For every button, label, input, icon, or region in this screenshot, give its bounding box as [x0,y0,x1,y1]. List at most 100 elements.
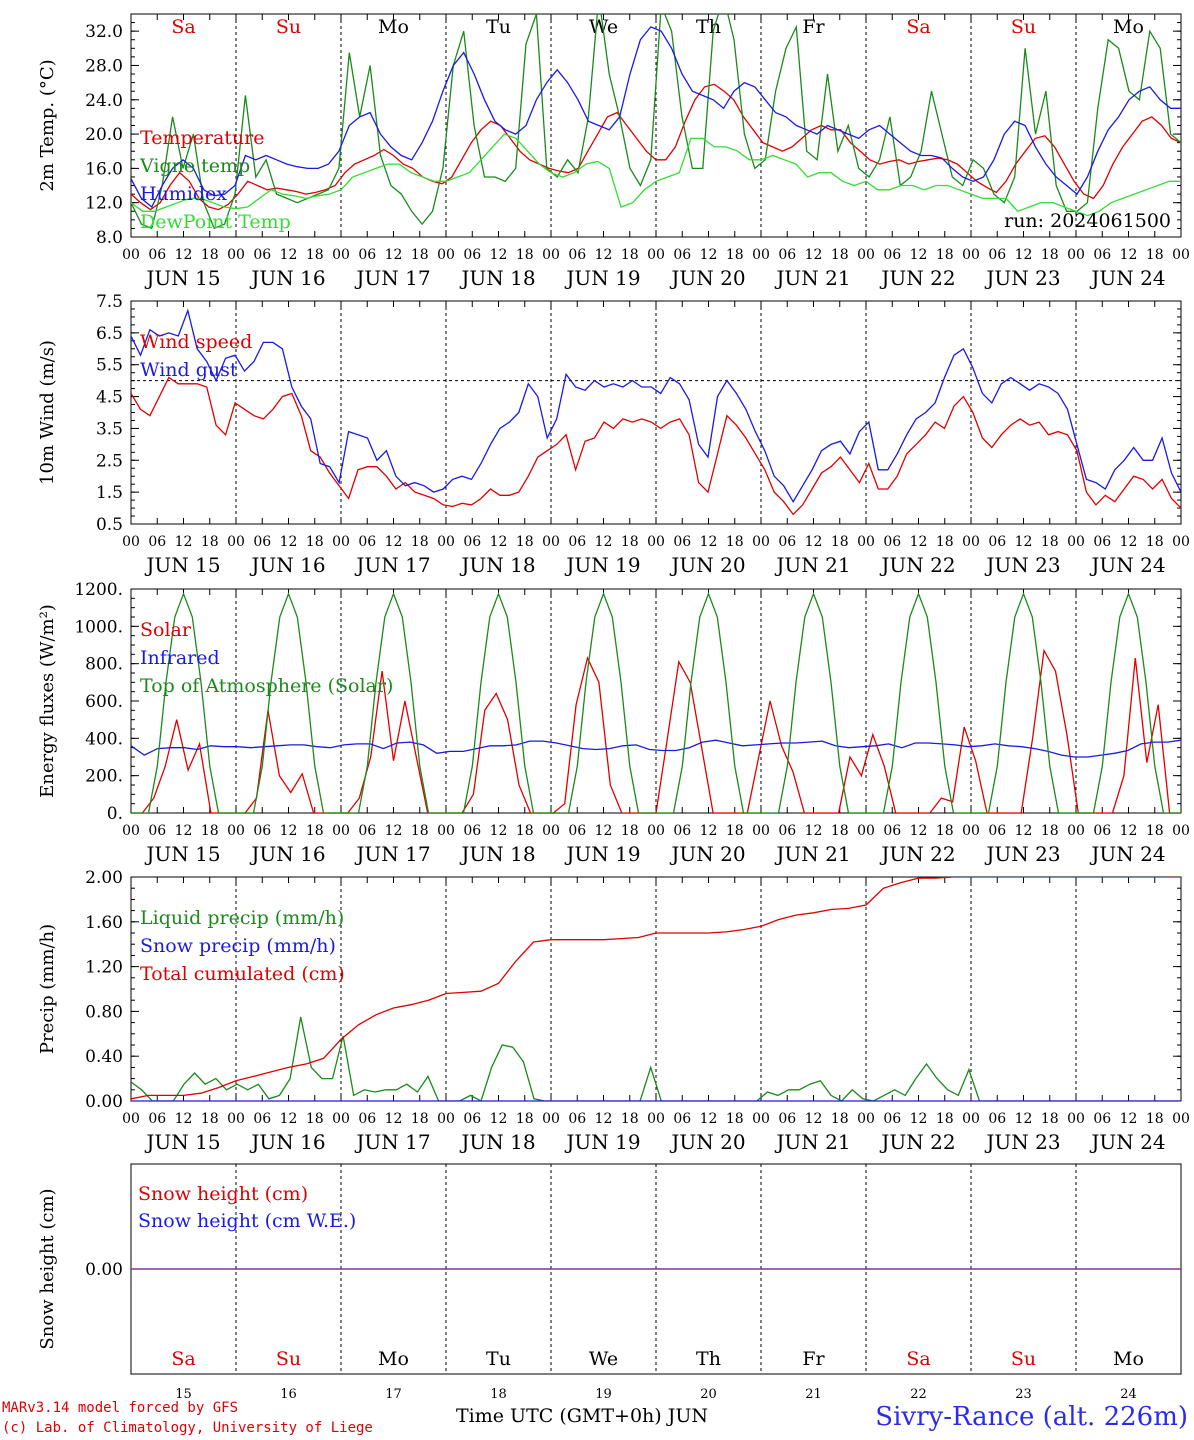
hour-tick-label: 06 [253,1111,271,1127]
hour-tick-label: 18 [1041,1111,1059,1127]
hour-tick-label: 00 [437,534,455,550]
day-label: JUN 21 [774,266,850,290]
hour-tick-label: 12 [1120,823,1138,839]
y-tick-label: 200. [85,767,123,787]
hour-tick-label: 06 [778,247,796,263]
series-line-total-cumulated-cm- [131,877,1181,1100]
hour-tick-label: 00 [647,1111,665,1127]
hour-tick-label: 00 [542,534,560,550]
hour-tick-label: 06 [988,247,1006,263]
hour-tick-label: 18 [1041,823,1059,839]
y-tick-label: 3.5 [96,419,123,439]
hour-tick-label: 06 [568,247,586,263]
hour-tick-label: 00 [1172,247,1190,263]
hour-tick-label: 18 [1146,534,1164,550]
hour-tick-label: 12 [175,247,193,263]
hour-tick-label: 12 [700,534,718,550]
series-line-dewpoint-temp [131,133,1181,217]
series-line-temperature [131,83,1181,211]
day-label: JUN 17 [354,842,430,866]
day-label: JUN 20 [669,266,745,290]
hour-tick-label: 06 [148,247,166,263]
weekday-label: Sa [906,1348,930,1370]
y-tick-label: 0.00 [85,1260,123,1280]
hour-tick-label: 18 [516,534,534,550]
hour-tick-label: 12 [910,823,928,839]
hour-tick-label: 18 [726,1111,744,1127]
hour-tick-label: 06 [778,534,796,550]
hour-tick-label: 12 [280,247,298,263]
hour-tick-label: 12 [595,1111,613,1127]
hour-tick-label: 00 [647,823,665,839]
hour-tick-label: 00 [962,534,980,550]
hour-tick-label: 18 [306,247,324,263]
day-label: JUN 18 [459,842,535,866]
day-number-label: 18 [490,1387,507,1402]
hour-tick-label: 00 [437,1111,455,1127]
hour-tick-label: 06 [1093,534,1111,550]
hour-tick-label: 00 [1172,534,1190,550]
day-label: JUN 22 [879,266,955,290]
hour-tick-label: 00 [437,823,455,839]
hour-tick-label: 00 [122,1111,140,1127]
day-number-label: 21 [805,1387,822,1402]
day-number-label: 15 [175,1387,192,1402]
weekday-label: Sa [906,16,930,38]
day-label: JUN 23 [984,842,1060,866]
hour-tick-label: 06 [988,823,1006,839]
day-label: JUN 19 [564,553,640,577]
legend-entry: Solar [140,619,192,641]
y-tick-label: 7.5 [96,292,123,312]
hour-tick-label: 00 [1172,823,1190,839]
hour-tick-label: 06 [673,534,691,550]
hour-tick-label: 12 [490,247,508,263]
hour-tick-label: 12 [805,823,823,839]
hour-tick-label: 18 [726,247,744,263]
weekday-label: Th [696,1348,721,1370]
hour-tick-label: 06 [253,247,271,263]
y-tick-label: 600. [85,692,123,712]
hour-tick-label: 18 [516,247,534,263]
hour-tick-label: 00 [857,1111,875,1127]
day-label: JUN 22 [879,1130,955,1154]
legend-entry: Wind speed [140,331,252,353]
hour-tick-label: 12 [1120,534,1138,550]
weekday-label: Fr [802,16,825,38]
hour-tick-label: 12 [385,247,403,263]
hour-tick-label: 18 [726,534,744,550]
hour-tick-label: 06 [358,534,376,550]
hour-tick-label: 18 [201,1111,219,1127]
hour-tick-label: 00 [857,534,875,550]
weekday-label: Mo [378,1348,409,1370]
hour-tick-label: 18 [201,823,219,839]
hour-tick-label: 12 [490,1111,508,1127]
hour-tick-label: 06 [463,1111,481,1127]
hour-tick-label: 06 [673,1111,691,1127]
hour-tick-label: 06 [778,1111,796,1127]
hour-tick-label: 12 [910,247,928,263]
hour-tick-label: 18 [411,247,429,263]
legend-entry: Liquid precip (mm/h) [140,907,344,929]
hour-tick-label: 06 [463,823,481,839]
hour-tick-label: 12 [700,823,718,839]
y-tick-label: 28.0 [85,56,123,76]
weekday-label: Mo [378,16,409,38]
weekday-label: Su [276,16,301,38]
weekday-label: Mo [1113,16,1144,38]
hour-tick-label: 18 [306,823,324,839]
hour-tick-label: 12 [1015,1111,1033,1127]
day-number-label: 16 [280,1387,297,1402]
hour-tick-label: 06 [253,534,271,550]
hour-tick-label: 00 [122,247,140,263]
hour-tick-label: 00 [227,1111,245,1127]
day-label: JUN 15 [144,266,220,290]
hour-tick-label: 12 [595,247,613,263]
hour-tick-label: 00 [122,823,140,839]
hour-tick-label: 00 [332,823,350,839]
day-label: JUN 24 [1089,266,1165,290]
y-tick-label: 0.5 [96,515,123,535]
day-label: JUN 19 [564,842,640,866]
hour-tick-label: 18 [621,534,639,550]
y-tick-label: 2.00 [85,868,123,888]
hour-tick-label: 00 [227,534,245,550]
